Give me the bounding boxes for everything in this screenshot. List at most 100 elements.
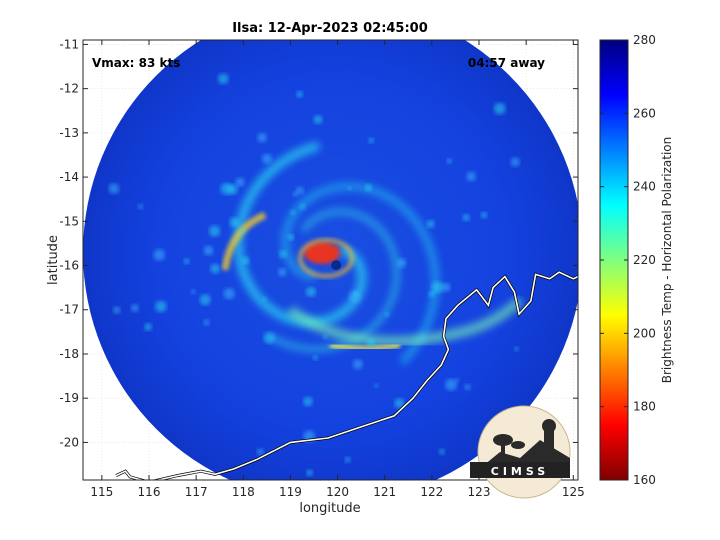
rain-bands (108, 73, 524, 477)
convective-cell (279, 250, 287, 259)
convective-cell (441, 282, 451, 292)
convective-cell (203, 245, 214, 256)
convective-cell (439, 448, 445, 455)
convective-cell (256, 448, 264, 456)
convective-cell (514, 346, 519, 352)
convective-cell (364, 183, 373, 192)
y-tick-label: -13 (59, 126, 79, 140)
convective-cell (190, 289, 196, 295)
convective-cell (153, 249, 165, 261)
colorbar-tick-label: 220 (633, 253, 656, 267)
convective-cell (263, 332, 275, 344)
convective-cell (312, 355, 318, 361)
convective-cell (455, 378, 460, 383)
convective-cell (278, 268, 287, 277)
convective-cell (239, 228, 246, 234)
convective-cell (235, 177, 245, 187)
convective-cell (296, 186, 304, 195)
colorbar (599, 39, 629, 481)
convective-cell (428, 291, 435, 298)
convective-cell (261, 153, 273, 164)
x-tick-label: 118 (232, 485, 255, 499)
convective-cell (217, 73, 229, 85)
convective-cell (290, 210, 296, 216)
time-away-annotation: 04:57 away (468, 56, 545, 70)
x-tick-label: 116 (138, 485, 161, 499)
convective-cell (210, 263, 221, 274)
rain-band (221, 211, 267, 271)
x-tick-label: 122 (420, 485, 443, 499)
convective-cell (223, 288, 235, 300)
x-tick-label: 115 (90, 485, 113, 499)
y-tick-label: -19 (59, 391, 79, 405)
eyewall-ring (298, 238, 355, 279)
x-axis-label: longitude (299, 501, 360, 516)
colorbar-tick-label: 260 (633, 106, 656, 120)
convective-cell (466, 171, 476, 182)
convective-cell (183, 258, 190, 265)
convective-cell (510, 157, 520, 167)
x-tick-label: 125 (562, 485, 585, 499)
convective-cell (313, 115, 323, 125)
convective-cell (493, 102, 506, 115)
convective-cell (446, 158, 452, 164)
y-tick-label: -11 (59, 37, 79, 51)
y-tick-label: -12 (59, 82, 79, 96)
convective-cell (144, 323, 152, 331)
convective-cell (394, 398, 405, 409)
x-tick-label: 119 (279, 485, 302, 499)
convective-cell (384, 312, 390, 317)
convective-cell (300, 203, 306, 210)
plot-frame (82, 39, 579, 481)
convective-cell (130, 304, 139, 312)
plot-content (83, 40, 578, 480)
y-axis-ticks: -11 -12 -13 -14 -15 -16 -17 -18 -19 -20 (59, 37, 578, 449)
x-tick-label: 120 (326, 485, 349, 499)
colorbar-ticks: 160 180 200 220 240 260 280 (600, 33, 656, 487)
storm-eye (331, 260, 342, 271)
rain-band (281, 182, 440, 365)
convective-cell (374, 383, 379, 388)
convective-cell (352, 359, 363, 370)
y-tick-label: -16 (59, 259, 79, 273)
convective-cell (296, 90, 303, 98)
convective-cell (203, 319, 210, 326)
convective-cell (241, 256, 250, 265)
convective-cell (113, 306, 121, 314)
eyewall (304, 242, 341, 265)
y-tick-label: -14 (59, 170, 79, 184)
convective-cell (257, 132, 267, 143)
x-tick-label: 123 (468, 485, 491, 499)
convective-cell (137, 204, 143, 210)
x-tick-label: 117 (185, 485, 208, 499)
y-tick-label: -15 (59, 214, 79, 228)
logo-text: CIMSS (491, 465, 549, 478)
convective-cell (229, 217, 240, 228)
cimss-logo: CIMSS (470, 405, 571, 499)
chart-title: Ilsa: 12-Apr-2023 02:45:00 (232, 21, 428, 36)
convective-cell (368, 137, 375, 144)
colorbar-tick-label: 240 (633, 180, 656, 194)
y-tick-label: -17 (59, 303, 79, 317)
coastline (115, 271, 578, 480)
convective-cell (287, 233, 295, 241)
rain-band (329, 342, 401, 352)
convective-cell (199, 294, 211, 306)
rain-band (287, 296, 524, 347)
convective-cell (431, 281, 444, 294)
colorbar-tick-label: 280 (633, 33, 656, 47)
colorbar-tick-label: 160 (633, 473, 656, 487)
convective-cell (426, 220, 435, 228)
convective-cell (306, 469, 313, 477)
convective-cell (262, 296, 267, 301)
convective-cell (353, 291, 358, 296)
convective-cell (462, 214, 470, 222)
convective-cell (220, 182, 233, 195)
y-tick-label: -18 (59, 347, 79, 361)
colorbar-label: Brightness Temp - Horizontal Polarizatio… (660, 137, 674, 384)
convective-cell (464, 384, 471, 391)
convective-cell (292, 191, 298, 197)
convective-cell (108, 183, 120, 194)
convective-cell (155, 300, 167, 313)
